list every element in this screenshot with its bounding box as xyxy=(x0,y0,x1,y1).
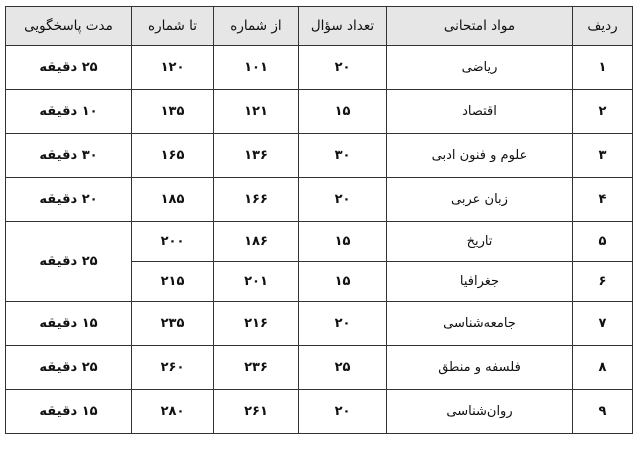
duration-cell: ۳۰ دقیقه xyxy=(5,133,132,178)
question-count-cell: ۳۰ xyxy=(298,133,387,178)
duration-cell: ۱۵ دقیقه xyxy=(5,389,132,434)
question-count-cell: ۲۰ xyxy=(298,389,387,434)
row-number: ۴ xyxy=(572,177,633,222)
row-number: ۱ xyxy=(572,45,633,90)
subject-cell: اقتصاد xyxy=(386,89,573,134)
from-number-cell: ۱۳۶ xyxy=(213,133,299,178)
from-number-cell: ۲۱۶ xyxy=(213,301,299,346)
table-row: ۵ تاریخ ۱۵ ۱۸۶ ۲۰۰ ۲۵ دقیقه xyxy=(5,221,633,302)
from-number-cell: ۱۰۱ xyxy=(213,45,299,90)
duration-cell: ۲۵ دقیقه xyxy=(5,345,132,390)
from-number-cell: ۱۸۶ xyxy=(213,221,299,262)
subject-cell: فلسفه و منطق xyxy=(386,345,573,390)
table-row: ۴ زبان عربی ۲۰ ۱۶۶ ۱۸۵ ۲۰ دقیقه xyxy=(5,177,633,222)
question-count-cell: ۲۵ xyxy=(298,345,387,390)
row-number: ۲ xyxy=(572,89,633,134)
to-number-cell: ۲۸۰ xyxy=(131,389,214,434)
subject-cell: تاریخ xyxy=(386,221,573,262)
subject-cell: زبان عربی xyxy=(386,177,573,222)
to-number-cell: ۲۳۵ xyxy=(131,301,214,346)
row-number: ۶ xyxy=(572,261,633,302)
row-number: ۵ xyxy=(572,221,633,262)
header-row: ردیف مواد امتحانی تعداد سؤال از شماره تا… xyxy=(5,6,633,46)
from-number-cell: ۲۳۶ xyxy=(213,345,299,390)
header-from-number: از شماره xyxy=(213,6,299,46)
from-number-cell: ۱۲۱ xyxy=(213,89,299,134)
subject-cell: جامعه‌شناسی xyxy=(386,301,573,346)
question-count-cell: ۱۵ xyxy=(298,221,387,262)
subject-cell: علوم و فنون ادبی xyxy=(386,133,573,178)
subject-cell: روان‌شناسی xyxy=(386,389,573,434)
to-number-cell: ۲۱۵ xyxy=(131,261,214,302)
subject-cell: جغرافیا xyxy=(386,261,573,302)
table-row: ۹ روان‌شناسی ۲۰ ۲۶۱ ۲۸۰ ۱۵ دقیقه xyxy=(5,389,633,434)
duration-cell: ۱۵ دقیقه xyxy=(5,301,132,346)
table-row: ۲ اقتصاد ۱۵ ۱۲۱ ۱۳۵ ۱۰ دقیقه xyxy=(5,89,633,134)
table-row: ۱ ریاضی ۲۰ ۱۰۱ ۱۲۰ ۲۵ دقیقه xyxy=(5,45,633,90)
to-number-cell: ۱۸۵ xyxy=(131,177,214,222)
question-count-cell: ۲۰ xyxy=(298,177,387,222)
duration-cell: ۲۰ دقیقه xyxy=(5,177,132,222)
question-count-cell: ۲۰ xyxy=(298,301,387,346)
exam-schedule-table: ردیف مواد امتحانی تعداد سؤال از شماره تا… xyxy=(5,6,633,434)
from-number-cell: ۲۶۱ xyxy=(213,389,299,434)
header-duration: مدت پاسخگویی xyxy=(5,6,132,46)
to-number-cell: ۱۲۰ xyxy=(131,45,214,90)
to-number-cell: ۲۶۰ xyxy=(131,345,214,390)
row-number: ۷ xyxy=(572,301,633,346)
header-subject: مواد امتحانی xyxy=(386,6,573,46)
to-number-cell: ۲۰۰ xyxy=(131,221,214,262)
question-count-cell: ۱۵ xyxy=(298,89,387,134)
question-count-cell: ۲۰ xyxy=(298,45,387,90)
row-number: ۹ xyxy=(572,389,633,434)
duration-cell: ۲۵ دقیقه xyxy=(5,45,132,90)
duration-cell: ۲۵ دقیقه xyxy=(5,221,132,302)
header-question-count: تعداد سؤال xyxy=(298,6,387,46)
header-row-number: ردیف xyxy=(572,6,633,46)
header-to-number: تا شماره xyxy=(131,6,214,46)
from-number-cell: ۱۶۶ xyxy=(213,177,299,222)
table-row: ۷ جامعه‌شناسی ۲۰ ۲۱۶ ۲۳۵ ۱۵ دقیقه xyxy=(5,301,633,346)
row-number: ۸ xyxy=(572,345,633,390)
to-number-cell: ۱۳۵ xyxy=(131,89,214,134)
table-row: ۶ جغرافیا ۱۵ ۲۰۱ ۲۱۵ xyxy=(6,261,633,302)
to-number-cell: ۱۶۵ xyxy=(131,133,214,178)
table-row: ۳ علوم و فنون ادبی ۳۰ ۱۳۶ ۱۶۵ ۳۰ دقیقه xyxy=(5,133,633,178)
table-row: ۸ فلسفه و منطق ۲۵ ۲۳۶ ۲۶۰ ۲۵ دقیقه xyxy=(5,345,633,390)
row-number: ۳ xyxy=(572,133,633,178)
question-count-cell: ۱۵ xyxy=(298,261,387,302)
duration-cell: ۱۰ دقیقه xyxy=(5,89,132,134)
subject-cell: ریاضی xyxy=(386,45,573,90)
from-number-cell: ۲۰۱ xyxy=(213,261,299,302)
